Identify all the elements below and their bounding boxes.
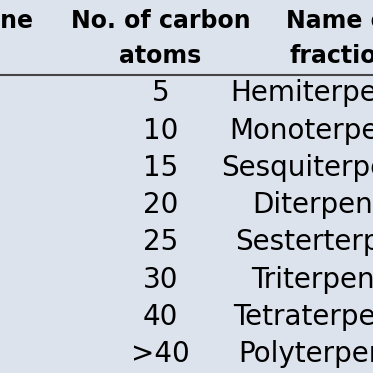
Text: No. of isoprene: No. of isoprene bbox=[0, 9, 33, 33]
Text: No. of carbon: No. of carbon bbox=[70, 9, 250, 33]
Text: 40: 40 bbox=[143, 303, 178, 331]
Text: Sesterterpenes: Sesterterpenes bbox=[235, 228, 373, 257]
Text: 25: 25 bbox=[143, 228, 178, 257]
Text: Diterpenoids: Diterpenoids bbox=[253, 191, 373, 219]
Text: Polyterpenoids: Polyterpenoids bbox=[239, 340, 373, 369]
Text: Hemiterpenoids: Hemiterpenoids bbox=[231, 79, 373, 107]
Text: fraction: fraction bbox=[289, 44, 373, 68]
Text: Monoterpenoids: Monoterpenoids bbox=[229, 116, 373, 145]
Text: Name of: Name of bbox=[286, 9, 373, 33]
Text: >40: >40 bbox=[131, 340, 190, 369]
Text: Sesquiterpenoids: Sesquiterpenoids bbox=[221, 154, 373, 182]
Text: 5: 5 bbox=[151, 79, 169, 107]
Text: Tetraterpenoids: Tetraterpenoids bbox=[233, 303, 373, 331]
Text: 30: 30 bbox=[142, 266, 178, 294]
Text: 20: 20 bbox=[143, 191, 178, 219]
Text: atoms: atoms bbox=[119, 44, 201, 68]
Text: 15: 15 bbox=[143, 154, 178, 182]
Text: Triterpenoids: Triterpenoids bbox=[251, 266, 373, 294]
Text: 10: 10 bbox=[143, 116, 178, 145]
